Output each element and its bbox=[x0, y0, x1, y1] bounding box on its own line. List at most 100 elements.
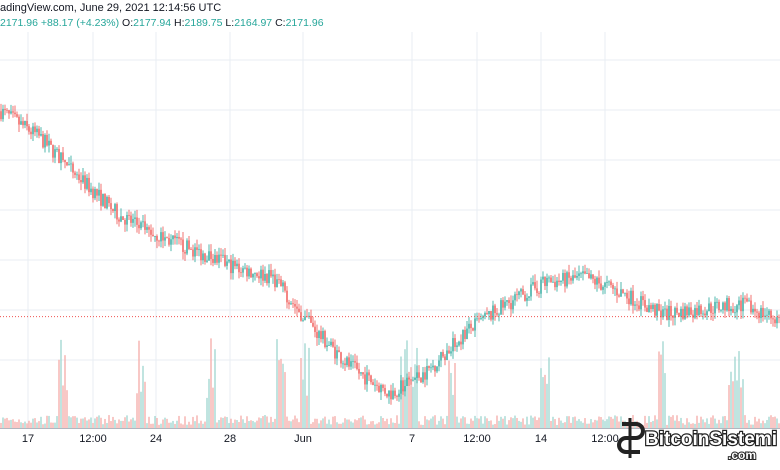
candle-body bbox=[728, 298, 730, 312]
volume-bar bbox=[514, 415, 516, 428]
volume-bar bbox=[324, 416, 326, 428]
volume-bar bbox=[718, 419, 720, 428]
volume-bar bbox=[442, 418, 444, 428]
candle-body bbox=[6, 109, 8, 111]
volume-bar bbox=[672, 415, 674, 428]
candle-body bbox=[64, 160, 66, 163]
candle-body bbox=[156, 236, 158, 241]
volume-bar bbox=[714, 418, 716, 428]
candle-body bbox=[10, 111, 12, 114]
candle-body bbox=[396, 395, 398, 397]
x-tick-label: 7 bbox=[409, 433, 415, 445]
candle-body bbox=[538, 292, 540, 294]
candle-body bbox=[426, 366, 428, 380]
volume-bar bbox=[200, 420, 202, 428]
candle-body bbox=[338, 350, 340, 353]
volume-bar bbox=[478, 418, 480, 428]
volume-bar bbox=[756, 421, 758, 428]
volume-bar bbox=[534, 416, 536, 428]
candle-body bbox=[88, 177, 90, 193]
candle-body bbox=[572, 275, 574, 281]
volume-bar bbox=[516, 417, 518, 428]
candle-body bbox=[298, 308, 300, 313]
candle-body bbox=[100, 189, 102, 206]
candle-body bbox=[260, 269, 262, 279]
volume-bar bbox=[334, 416, 336, 428]
candle-body bbox=[294, 303, 296, 307]
volume-bar bbox=[702, 419, 704, 428]
candle-body bbox=[608, 281, 610, 283]
candle-body bbox=[380, 384, 382, 393]
bitcoin-dollar-icon bbox=[617, 418, 645, 458]
candle-body bbox=[578, 273, 580, 276]
volume-bar bbox=[114, 419, 116, 428]
volume-bar bbox=[248, 421, 250, 428]
candle-body bbox=[90, 188, 92, 193]
candle-body bbox=[96, 189, 98, 196]
volume-bar bbox=[706, 418, 708, 428]
candle-body bbox=[570, 277, 572, 281]
x-tick-label: 24 bbox=[150, 433, 162, 445]
volume-bar bbox=[254, 422, 256, 428]
candle-body bbox=[448, 350, 450, 354]
volume-bar bbox=[342, 422, 344, 428]
candle-body bbox=[598, 277, 600, 284]
volume-bar bbox=[726, 420, 728, 428]
volume-bar bbox=[242, 419, 244, 428]
volume-bar bbox=[262, 416, 264, 428]
volume-bar bbox=[560, 420, 562, 428]
candle-body bbox=[642, 296, 644, 301]
candle-body bbox=[0, 111, 2, 120]
volume-bar bbox=[68, 416, 70, 428]
candle-body bbox=[620, 289, 622, 297]
candle-body bbox=[586, 273, 588, 274]
volume-bar bbox=[4, 418, 6, 428]
candle-body bbox=[42, 134, 44, 148]
candle-body bbox=[368, 372, 370, 376]
volume-bar bbox=[664, 373, 666, 428]
volume-bar bbox=[618, 421, 620, 428]
volume-bar bbox=[74, 416, 76, 428]
volume-bar bbox=[578, 419, 580, 428]
candle-body bbox=[40, 134, 42, 136]
watermark-brand: BitcoinSistemi bbox=[645, 429, 777, 450]
volume-bar bbox=[2, 417, 4, 428]
candle-body bbox=[714, 301, 716, 314]
candle-body bbox=[174, 235, 176, 239]
volume-bar bbox=[298, 422, 300, 428]
candle-body bbox=[440, 352, 442, 361]
volume-bar bbox=[46, 415, 48, 428]
candle-body bbox=[8, 110, 10, 114]
time-axis: 17 12:00 24 28 Jun 7 12:00 14 12:00 bbox=[22, 433, 619, 445]
volume-bar bbox=[498, 420, 500, 428]
candle-body bbox=[772, 318, 774, 320]
candle-body bbox=[124, 219, 126, 225]
candle-body bbox=[328, 345, 330, 346]
volume-bar bbox=[154, 416, 156, 428]
volume-bar bbox=[146, 423, 148, 428]
volume-bar bbox=[270, 416, 272, 428]
candle-body bbox=[228, 259, 230, 262]
candle-body bbox=[524, 294, 526, 301]
volume-bar bbox=[44, 423, 46, 428]
volume-bar bbox=[604, 421, 606, 428]
volume-bar bbox=[390, 418, 392, 428]
x-tick-label: 12:00 bbox=[591, 433, 619, 445]
candle-body bbox=[508, 300, 510, 304]
candle-body bbox=[456, 345, 458, 348]
candle-body bbox=[60, 152, 62, 164]
candle-body bbox=[664, 308, 666, 310]
candle-body bbox=[626, 292, 628, 299]
candle-body bbox=[126, 215, 128, 225]
candle-body bbox=[388, 390, 390, 397]
volume-bar bbox=[676, 415, 678, 428]
volume-bar bbox=[728, 385, 730, 428]
volume-bar bbox=[716, 423, 718, 428]
candle-body bbox=[506, 300, 508, 302]
volume-bar bbox=[424, 416, 426, 428]
volume-bar bbox=[386, 418, 388, 428]
candle-body bbox=[584, 271, 586, 274]
volume-bar bbox=[240, 415, 242, 428]
candle-body bbox=[358, 368, 360, 374]
